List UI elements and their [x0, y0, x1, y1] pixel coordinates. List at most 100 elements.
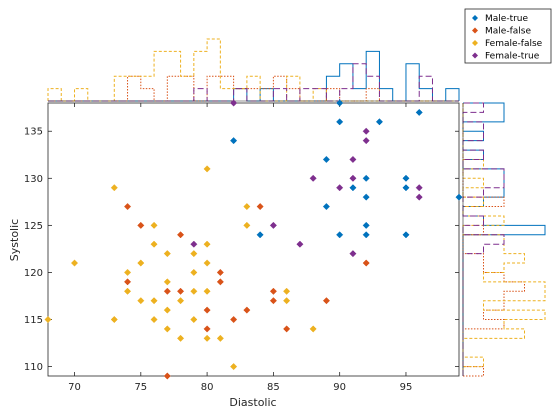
data-point-male-false	[177, 287, 185, 295]
y-tick-label: 120	[24, 268, 43, 279]
legend-label: Female-true	[485, 52, 540, 62]
data-point-male-true	[362, 221, 370, 229]
data-point-male-false	[163, 372, 171, 380]
legend-marker	[472, 40, 478, 46]
x-tick-label: 85	[267, 382, 280, 393]
data-point-female-false	[203, 287, 211, 295]
data-point-female-false	[203, 334, 211, 342]
data-point-male-true	[322, 155, 330, 164]
legend-label: Female-false	[485, 39, 543, 49]
data-point-male-true	[375, 118, 384, 126]
data-point-male-false	[269, 297, 277, 305]
data-point-female-true	[230, 99, 238, 107]
legend-marker	[472, 15, 478, 21]
data-point-female-false	[150, 297, 158, 305]
data-point-female-true	[309, 174, 317, 182]
data-point-male-true	[455, 193, 463, 201]
x-tick-label: 95	[400, 382, 413, 393]
x-axis-ticks: 70 75 80 85 90 95	[68, 103, 412, 393]
data-point-female-true	[296, 240, 304, 248]
data-point-female-false	[150, 221, 158, 229]
data-point-female-false	[283, 297, 291, 305]
data-point-male-false	[203, 325, 211, 333]
data-point-male-true	[336, 231, 344, 239]
data-point-female-true	[415, 184, 423, 192]
x-axis-label: Diastolic	[229, 396, 276, 409]
x-tick-label: 80	[201, 382, 214, 393]
y-axis-ticks: 110 115 120 125 130 135	[24, 127, 459, 373]
x-tick-label: 90	[333, 382, 346, 393]
x-tick-label: 75	[134, 382, 147, 393]
data-point-male-true	[362, 231, 370, 239]
data-point-female-false	[230, 363, 238, 371]
data-point-female-false	[137, 297, 145, 305]
data-point-male-false	[123, 278, 132, 286]
data-point-male-false	[243, 306, 251, 314]
data-point-female-true	[336, 184, 344, 192]
data-point-female-false	[190, 287, 198, 295]
data-point-female-false	[123, 287, 132, 295]
data-point-male-true	[230, 137, 238, 145]
plot-area	[47, 102, 460, 377]
data-point-female-false	[163, 250, 171, 258]
data-point-female-false	[70, 259, 79, 267]
data-point-female-false	[243, 202, 251, 211]
data-point-female-false	[177, 334, 185, 342]
data-point-male-true	[402, 231, 410, 239]
data-point-female-false	[123, 268, 132, 277]
data-point-female-true	[190, 240, 198, 248]
data-point-male-true	[336, 99, 344, 107]
data-point-female-false	[110, 184, 118, 192]
data-point-female-false	[309, 325, 317, 333]
data-point-female-false	[110, 315, 118, 324]
data-point-male-true	[415, 108, 423, 116]
data-point-male-true	[362, 174, 370, 182]
data-point-male-false	[203, 306, 211, 314]
data-point-male-false	[216, 278, 224, 286]
data-point-female-false	[203, 165, 211, 173]
data-point-female-false	[150, 240, 158, 248]
data-point-male-true	[336, 118, 344, 126]
data-points	[44, 99, 463, 380]
data-point-female-true	[269, 221, 277, 229]
data-point-female-true	[362, 137, 370, 145]
data-point-male-false	[163, 287, 171, 295]
legend-marker	[472, 52, 478, 59]
y-tick-label: 115	[24, 315, 43, 326]
data-point-male-false	[230, 315, 238, 324]
data-point-female-false	[203, 259, 211, 267]
data-point-male-false	[362, 259, 370, 267]
data-point-male-false	[256, 202, 264, 211]
data-point-male-true	[256, 231, 264, 239]
data-point-female-false	[163, 278, 171, 286]
data-point-male-true	[349, 184, 357, 192]
data-point-male-false	[177, 231, 185, 239]
data-point-female-false	[216, 334, 224, 342]
data-point-female-false	[163, 306, 171, 314]
data-point-female-true	[349, 155, 357, 164]
data-point-female-false	[243, 221, 251, 229]
data-point-female-false	[190, 268, 198, 277]
data-point-female-true	[349, 174, 357, 182]
data-point-male-false	[269, 287, 277, 295]
right-hist-female-false	[462, 103, 546, 376]
data-point-female-false	[150, 315, 158, 324]
right-marginal-histogram	[462, 102, 546, 377]
data-point-male-false	[123, 202, 132, 211]
x-tick-label: 70	[68, 382, 81, 393]
data-point-female-false	[283, 287, 291, 295]
data-point-female-false	[44, 315, 52, 324]
legend-marker	[472, 27, 478, 34]
y-tick-label: 110	[24, 362, 43, 373]
data-point-female-false	[137, 259, 145, 267]
y-tick-label: 125	[24, 221, 43, 232]
data-point-female-false	[190, 250, 198, 258]
y-tick-label: 130	[24, 174, 43, 185]
top-marginal-histogram	[47, 38, 460, 102]
y-tick-label: 135	[24, 127, 43, 138]
data-point-male-true	[402, 174, 410, 182]
data-point-male-false	[137, 221, 145, 229]
y-axis-label: Systolic	[8, 219, 21, 261]
data-point-female-false	[163, 325, 171, 333]
